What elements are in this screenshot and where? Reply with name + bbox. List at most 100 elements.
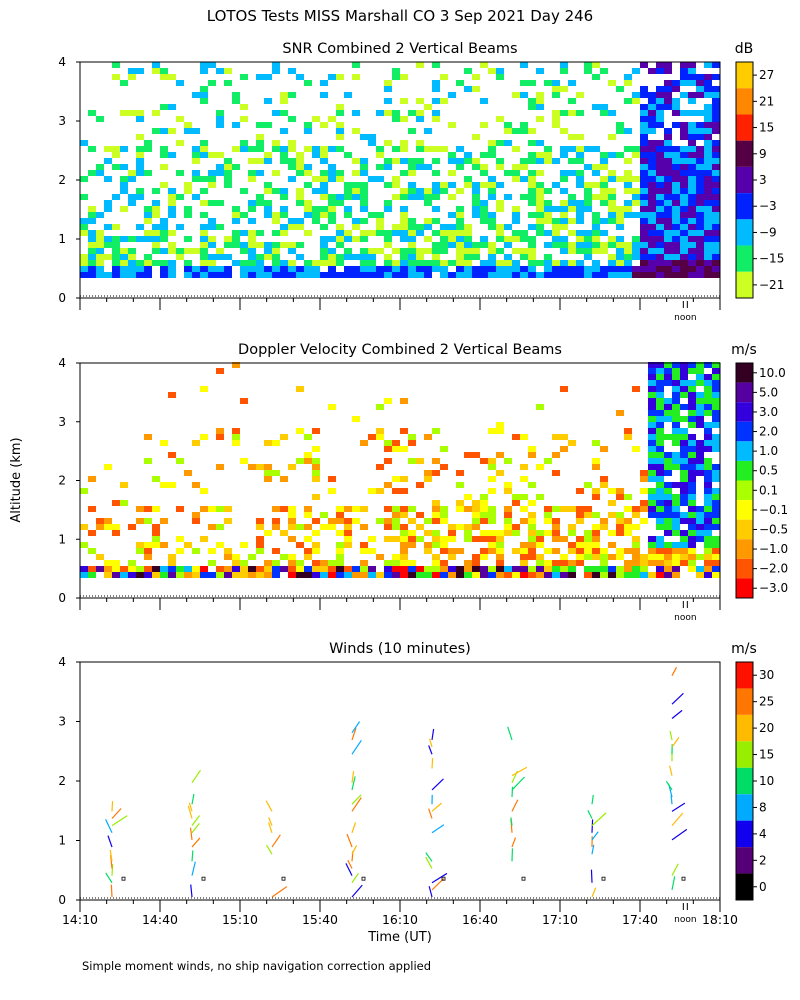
wind-barb xyxy=(190,884,193,898)
wind-barb xyxy=(591,831,599,841)
heatmap-field xyxy=(80,362,720,578)
wind-barb xyxy=(351,739,362,755)
colorbar-label: 15 xyxy=(759,748,774,762)
wind-barb xyxy=(511,786,514,798)
x-tick-label: 15:10 xyxy=(222,912,258,927)
colorbar-swatch xyxy=(736,662,753,689)
wind-barb xyxy=(351,797,362,812)
wind-barb xyxy=(510,817,513,826)
wind-barb xyxy=(347,859,353,869)
wind-barb xyxy=(271,886,288,898)
colorbar-label: 15 xyxy=(759,121,774,135)
wind-barb xyxy=(111,815,128,827)
noon-label: noon xyxy=(674,313,696,323)
wind-barb xyxy=(671,812,684,827)
colorbar-swatch xyxy=(736,688,753,715)
colorbar-label: −0.1 xyxy=(759,503,788,517)
colorbar-label: −3.0 xyxy=(759,581,788,595)
panel-title: Winds (10 minutes) xyxy=(329,641,471,657)
wind-barb xyxy=(671,667,678,676)
colorbar-swatch xyxy=(736,166,753,194)
wind-barb xyxy=(351,794,362,805)
wind-barb xyxy=(346,833,353,848)
heatmap-field xyxy=(80,62,720,278)
colorbar-swatch xyxy=(736,873,753,900)
colorbar-label: 10.0 xyxy=(759,366,786,380)
y-tick-label: 1 xyxy=(58,532,66,546)
colorbar-swatch xyxy=(736,245,753,272)
wind-barb xyxy=(109,849,113,862)
colorbar-label: 2.0 xyxy=(759,425,778,439)
wind-barb xyxy=(425,852,433,862)
colorbar-label: 3.0 xyxy=(759,405,778,419)
wind-marker xyxy=(521,876,526,881)
wind-barb xyxy=(191,837,201,848)
y-axis-label: Altitude (km) xyxy=(9,437,24,522)
colorbar-swatch xyxy=(736,767,753,795)
colorbar-label: 25 xyxy=(759,695,774,709)
colorbar-swatch xyxy=(736,441,753,461)
footnote: Simple moment winds, no ship navigation … xyxy=(82,959,431,973)
colorbar-label: 27 xyxy=(759,68,774,82)
wind-barb xyxy=(268,817,273,826)
x-tick-label: 17:40 xyxy=(622,912,658,927)
wind-barb xyxy=(351,771,355,783)
colorbar-units: m/s xyxy=(731,641,757,657)
wind-barb xyxy=(511,837,517,848)
noon-label: noon xyxy=(674,613,696,623)
y-tick-label: 0 xyxy=(58,591,66,605)
wind-barb xyxy=(590,869,593,883)
wind-marker xyxy=(201,876,206,881)
colorbar-swatch xyxy=(736,88,753,115)
wind-profile xyxy=(507,726,528,881)
noon-label: noon xyxy=(674,915,696,925)
colorbar-units: dB xyxy=(735,41,754,57)
colorbar-swatch xyxy=(736,271,753,298)
wind-barb xyxy=(188,802,193,812)
wind-barb xyxy=(671,692,684,705)
y-tick-label: 1 xyxy=(58,834,66,848)
wind-barb xyxy=(105,819,113,834)
wind-barb xyxy=(191,815,201,826)
x-tick-label: 14:10 xyxy=(62,912,98,927)
colorbar-label: −21 xyxy=(759,278,784,292)
colorbar-label: 4 xyxy=(759,827,767,841)
wind-barb xyxy=(431,758,434,769)
wind-profile xyxy=(665,667,688,891)
x-tick-label: 14:40 xyxy=(142,912,178,927)
colorbar-swatch xyxy=(736,794,753,821)
wind-barb xyxy=(351,728,357,741)
colorbar-units: m/s xyxy=(731,342,757,358)
wind-barb xyxy=(665,780,673,791)
colorbar-swatch xyxy=(736,460,753,481)
wind-barb xyxy=(266,844,273,855)
plot-frame xyxy=(79,661,721,901)
x-tick-label: 15:40 xyxy=(302,912,338,927)
colorbar-label: 5.0 xyxy=(759,385,778,399)
wind-profile xyxy=(265,800,288,898)
colorbar-label: −3 xyxy=(759,199,777,213)
colorbar-label: 1.0 xyxy=(759,444,778,458)
wind-barb xyxy=(191,822,200,834)
wind-barb xyxy=(669,730,673,741)
colorbar-label: 20 xyxy=(759,721,774,735)
wind-barb xyxy=(191,850,194,862)
y-tick-label: 2 xyxy=(58,474,66,488)
wind-barb xyxy=(267,822,273,833)
wind-barb xyxy=(429,738,433,748)
wind-barb xyxy=(111,801,114,812)
x-tick-label: 16:10 xyxy=(382,912,418,927)
wind-barb xyxy=(189,827,193,840)
colorbar-label: 0.1 xyxy=(759,483,778,497)
colorbar-swatch xyxy=(736,820,753,848)
colorbar-label: 8 xyxy=(759,800,767,814)
wind-barb xyxy=(669,765,673,776)
wind-barb xyxy=(428,808,433,819)
wind-barb xyxy=(111,808,122,819)
colorbar-swatch xyxy=(736,421,753,442)
main-title: LOTOS Tests MISS Marshall CO 3 Sep 2021 … xyxy=(207,7,593,25)
y-tick-label: 3 xyxy=(58,114,66,128)
colorbar-swatch xyxy=(736,480,753,501)
y-tick-label: 3 xyxy=(58,715,66,729)
